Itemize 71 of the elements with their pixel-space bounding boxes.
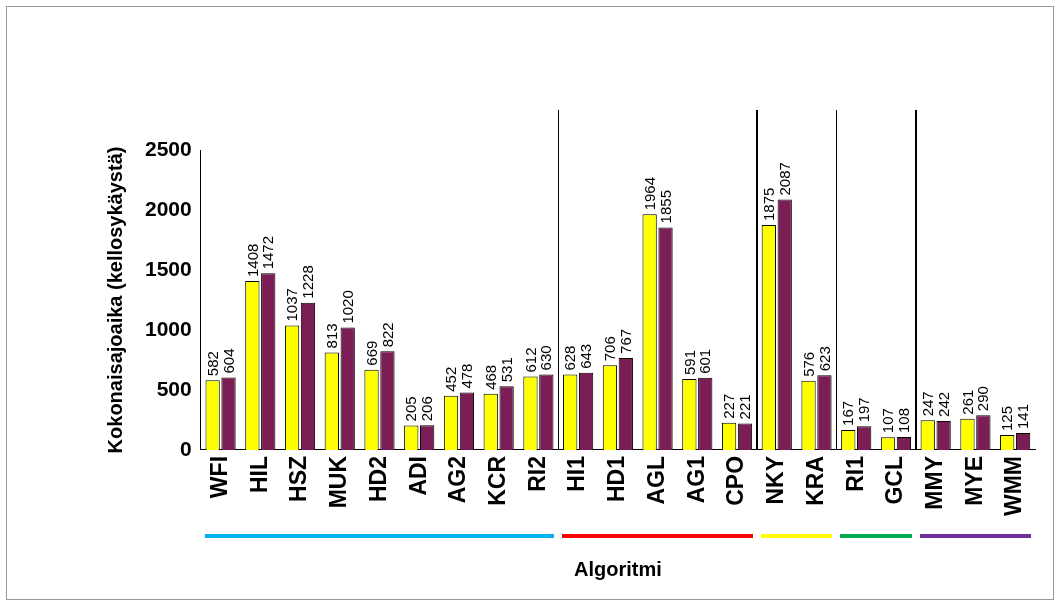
x-tick-label: RI1	[841, 455, 868, 492]
y-tick-label: 1000	[145, 316, 192, 340]
data-label: 107	[879, 408, 897, 434]
y-tick-label: 0	[180, 436, 192, 460]
x-tick-label: MMY	[921, 455, 948, 510]
data-label: 623	[815, 346, 833, 372]
data-label: 1037	[283, 288, 301, 322]
data-label: 669	[362, 340, 380, 366]
data-label: 706	[601, 336, 619, 362]
x-tick-label: NKY	[762, 455, 789, 505]
x-tick-label: HD1	[603, 455, 630, 502]
data-label: 1875	[759, 187, 777, 221]
data-label: 247	[918, 391, 936, 417]
data-label: 1855	[656, 190, 674, 224]
data-label: 242	[934, 391, 952, 417]
data-label: 1228	[299, 265, 317, 299]
data-label: 141	[1014, 404, 1032, 430]
x-tick-label: WMM	[1000, 455, 1027, 516]
x-tick-label: MYE	[960, 455, 987, 506]
data-label: 576	[799, 351, 817, 377]
data-label: 1408	[243, 243, 261, 278]
data-label: 478	[458, 363, 476, 389]
data-label: 1964	[640, 176, 658, 211]
data-label: 197	[855, 397, 873, 423]
x-tick-label: AG2	[444, 455, 471, 504]
x-tick-label: AG1	[682, 455, 709, 504]
data-label: 612	[521, 347, 539, 373]
y-tick-label: 2000	[145, 196, 192, 220]
data-label: 125	[998, 405, 1016, 431]
data-label: 582	[203, 351, 221, 377]
x-tick-label: KCR	[484, 455, 511, 506]
y-axis-title: Kokonaisajoaika (kellosykäystä)	[103, 146, 126, 454]
data-label: 205	[402, 396, 420, 422]
y-tick-label: 1500	[145, 256, 192, 280]
data-label: 604	[219, 348, 237, 374]
data-label: 813	[322, 323, 340, 349]
x-tick-label: AGL	[642, 455, 669, 505]
x-tick-label: CPO	[722, 455, 749, 506]
data-label: 1472	[259, 235, 277, 270]
data-label: 643	[577, 343, 595, 369]
data-label: 630	[537, 345, 555, 371]
data-label: 261	[958, 389, 976, 415]
x-tick-label: HD2	[364, 455, 391, 502]
x-tick-label: HI1	[563, 455, 590, 492]
data-label: 822	[378, 322, 396, 348]
x-tick-label: HSZ	[285, 455, 312, 502]
data-label: 531	[497, 357, 515, 383]
y-tick-label: 2500	[145, 136, 192, 160]
data-label: 767	[616, 328, 634, 354]
data-label: 1020	[338, 290, 356, 324]
data-label: 468	[481, 364, 499, 390]
x-tick-label: ADI	[404, 455, 431, 496]
data-label: 108	[895, 407, 913, 434]
x-axis-title: Algoritmi	[573, 557, 662, 580]
data-label: 601	[696, 348, 714, 374]
data-label: 221	[736, 394, 754, 420]
data-label: 206	[418, 396, 436, 422]
data-label: 227	[720, 393, 738, 419]
data-label: 2087	[775, 162, 793, 196]
data-label: 290	[974, 386, 992, 412]
x-tick-label: KRA	[801, 455, 828, 506]
data-label: 591	[680, 350, 698, 376]
x-tick-label: MUK	[325, 455, 352, 509]
x-tick-label: WFI	[205, 455, 232, 499]
x-tick-label: HIL	[245, 455, 272, 494]
data-label: 452	[442, 366, 460, 392]
x-tick-label: RI2	[523, 455, 550, 492]
data-label: 628	[561, 345, 579, 371]
x-tick-label: GCL	[881, 455, 908, 505]
data-label: 167	[839, 400, 857, 426]
y-tick-label: 500	[156, 376, 192, 400]
